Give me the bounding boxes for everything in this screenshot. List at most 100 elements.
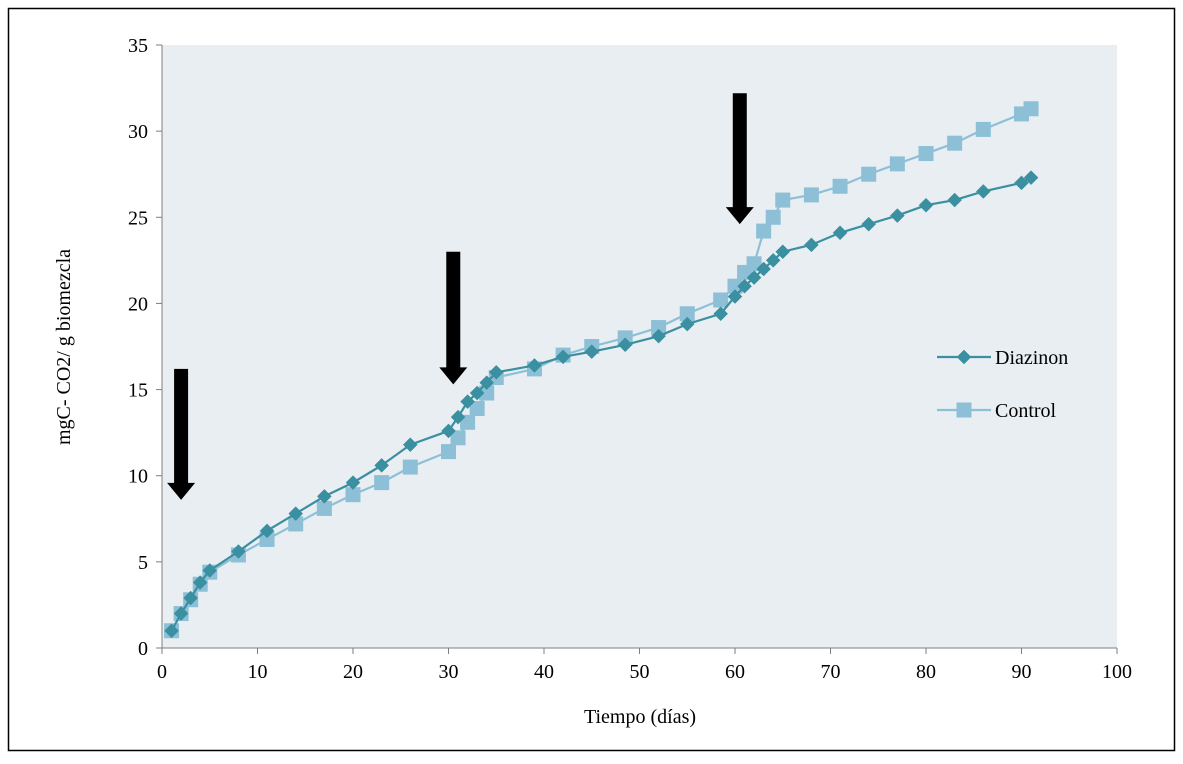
data-point [765, 209, 781, 225]
data-point [259, 523, 275, 539]
data-point [469, 401, 485, 417]
x-tick-label: 50 [630, 661, 650, 683]
data-point [918, 146, 934, 162]
data-point [889, 156, 905, 172]
x-tick-label: 30 [439, 661, 459, 683]
data-point [183, 590, 199, 606]
data-point [727, 278, 743, 294]
data-point [803, 187, 819, 203]
data-point [345, 487, 361, 503]
series-control [164, 101, 1039, 639]
data-point [374, 475, 390, 491]
data-point [765, 253, 781, 268]
data-point [804, 237, 819, 253]
legend-item-diazinon: Diazinon [937, 347, 1068, 369]
x-tick-label: 0 [157, 661, 167, 683]
data-point [555, 349, 571, 365]
figure-border [7, 7, 1176, 752]
arrow-head [725, 207, 754, 225]
data-point [713, 292, 729, 308]
axis-ticks: 0 10 20 30 40 50 60 70 80 90 100 0 5 10 15 20 25 30 35 [128, 35, 1132, 683]
data-point [316, 500, 332, 516]
arrow-head [439, 367, 468, 385]
data-point [402, 459, 418, 475]
series-layer [164, 101, 1039, 639]
data-point [775, 192, 791, 208]
x-tick-label: 100 [1102, 661, 1132, 683]
x-tick-label: 90 [1012, 661, 1032, 683]
series-diazinon [164, 170, 1039, 639]
data-point [947, 135, 963, 151]
data-point [584, 344, 600, 360]
data-point [918, 197, 934, 213]
data-point [756, 261, 772, 277]
data-point [164, 623, 179, 639]
data-point [231, 544, 246, 559]
data-point [651, 320, 667, 336]
y-tick-label: 25 [128, 207, 148, 229]
data-point [756, 223, 772, 239]
data-point [679, 316, 695, 332]
data-point [527, 358, 542, 373]
y-tick-label: 10 [128, 466, 148, 488]
arrow-shaft [174, 368, 189, 484]
x-tick-label: 40 [534, 661, 554, 683]
data-point [947, 192, 963, 208]
data-point [832, 225, 848, 241]
data-point [450, 430, 466, 446]
data-point [737, 278, 752, 294]
data-point [479, 385, 495, 401]
data-point [861, 216, 877, 232]
data-point [402, 437, 418, 453]
data-point [1023, 170, 1039, 186]
data-point [192, 575, 208, 590]
data-point [775, 244, 791, 260]
data-point [259, 531, 275, 547]
x-axis-title: Tiempo (días) [584, 706, 696, 728]
data-point [488, 364, 504, 380]
data-point [288, 506, 304, 521]
data-point [460, 394, 475, 409]
arrow-shaft [446, 251, 461, 369]
data-point [861, 166, 877, 182]
legend-label: Control [995, 400, 1057, 422]
data-point [441, 423, 456, 439]
data-point [288, 516, 304, 532]
legend: Diazinon Control [937, 347, 1068, 422]
data-point [889, 208, 905, 223]
x-tick-label: 70 [821, 661, 841, 683]
arrow-shaft [732, 93, 747, 209]
y-axis-title: mgC- CO2/ g biomezcla [53, 249, 75, 445]
x-tick-label: 10 [248, 661, 268, 683]
data-point [173, 606, 189, 621]
data-point [713, 306, 729, 322]
legend-marker [956, 349, 972, 365]
data-point [374, 458, 390, 473]
legend-label: Diazinon [995, 347, 1068, 369]
y-tick-label: 30 [128, 121, 148, 143]
plot-area [162, 45, 1117, 648]
data-point [1014, 175, 1029, 191]
data-point [832, 178, 848, 194]
data-point [316, 489, 332, 504]
data-point [479, 375, 495, 391]
y-tick-label: 35 [128, 35, 148, 57]
series-line [170, 107, 1032, 632]
y-tick-label: 0 [138, 638, 148, 660]
data-point [202, 563, 218, 578]
y-tick-label: 5 [138, 552, 148, 574]
arrow-annotations [167, 93, 754, 500]
data-point [1023, 101, 1039, 117]
legend-marker [956, 402, 972, 418]
data-point [345, 475, 361, 490]
x-tick-label: 80 [916, 661, 936, 683]
y-tick-label: 20 [128, 293, 148, 315]
data-point [651, 328, 666, 344]
data-point [727, 289, 743, 304]
x-tick-label: 60 [725, 661, 745, 683]
arrow-head [167, 482, 196, 500]
data-point [746, 270, 762, 285]
data-point [450, 409, 466, 425]
